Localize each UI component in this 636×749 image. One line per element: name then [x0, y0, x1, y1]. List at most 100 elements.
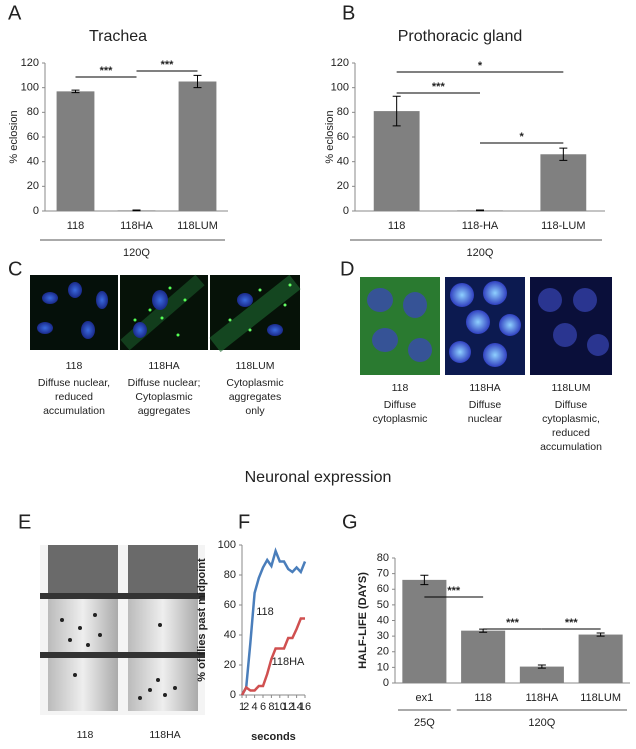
- panel-letter: G: [342, 511, 358, 533]
- caption-line: cytoplasmic: [373, 413, 428, 425]
- caption-line: Diffuse nuclear;: [128, 377, 201, 389]
- bar: [56, 91, 95, 211]
- panel-letter: B: [342, 2, 355, 24]
- significance-label: ***: [432, 81, 446, 93]
- caption-line: Cytoplasmic: [135, 391, 192, 403]
- significance-label: ***: [506, 617, 520, 629]
- x-tick-label: 118HA: [525, 692, 558, 704]
- y-tick-label: 120: [21, 57, 39, 69]
- x-tick-label: 118LUM: [177, 220, 218, 232]
- series-label: 118HA: [272, 656, 305, 668]
- error-bar: [596, 632, 605, 637]
- panel-letter: E: [18, 511, 31, 533]
- x-tick-label: 118: [388, 220, 406, 232]
- x-tick-label: 10: [274, 701, 286, 713]
- panel-letter: A: [8, 2, 22, 24]
- bar: [178, 81, 217, 211]
- y-tick-label: 40: [337, 156, 349, 168]
- chart-title: Trachea: [89, 28, 147, 45]
- y-tick-label: 100: [331, 82, 349, 94]
- significance-label: *: [520, 131, 525, 143]
- caption-name: 118HA: [469, 382, 500, 394]
- caption-line: Diffuse: [555, 399, 588, 411]
- caption-line: accumulation: [43, 405, 105, 417]
- bar: [519, 666, 564, 683]
- bar: [540, 154, 587, 211]
- y-tick-label: 10: [377, 661, 389, 673]
- y-tick-label: 100: [21, 82, 39, 94]
- y-tick-label: 20: [377, 646, 389, 658]
- micrographs-d: [360, 277, 612, 375]
- x-tick-label: 14: [290, 701, 302, 713]
- x-tick-label: 118: [474, 692, 492, 704]
- y-tick-label: 60: [377, 583, 389, 595]
- error-bar: [537, 664, 546, 669]
- x-tick-label: 2: [243, 701, 249, 713]
- bar: [402, 579, 447, 683]
- error-bar: [559, 147, 568, 161]
- y-tick-label: 60: [337, 131, 349, 143]
- x-tick-label: 118-LUM: [541, 220, 585, 232]
- bar: [578, 634, 623, 683]
- error-bar: [193, 74, 202, 89]
- x-tick-label: 118HA: [120, 220, 153, 232]
- caption-name: 118LUM: [236, 360, 275, 372]
- caption-line: Diffuse: [469, 399, 502, 411]
- x-tick-label: 6: [260, 701, 266, 713]
- series-label: 118: [256, 606, 274, 618]
- chart-title: Prothoracic gland: [398, 28, 523, 45]
- bar: [373, 111, 420, 211]
- group-label: 120Q: [528, 717, 555, 729]
- y-axis-label: % eclosion: [8, 110, 20, 163]
- line-series: [240, 617, 305, 696]
- panel-letter: F: [238, 511, 250, 533]
- caption-line: Diffuse: [384, 399, 417, 411]
- significance-label: ***: [447, 585, 461, 597]
- y-tick-label: 20: [337, 180, 349, 192]
- y-tick-label: 0: [343, 205, 349, 217]
- line-series: [240, 547, 307, 696]
- x-tick-label: 4: [252, 701, 258, 713]
- vial-label: 118HA: [149, 729, 180, 741]
- y-axis-label: HALF-LIFE (DAYS): [357, 572, 369, 669]
- y-tick-label: 80: [337, 106, 349, 118]
- caption-line: cytoplasmic,: [542, 413, 600, 425]
- caption-line: Diffuse nuclear,: [38, 377, 110, 389]
- x-tick-label: 118-HA: [462, 220, 499, 232]
- y-tick-label: 20: [224, 659, 236, 671]
- group-label: 120Q: [467, 247, 494, 259]
- x-tick-label: 12: [282, 701, 294, 713]
- y-tick-label: 0: [33, 205, 39, 217]
- section-title: Neuronal expression: [245, 469, 392, 486]
- y-tick-label: 80: [27, 106, 39, 118]
- y-tick-label: 60: [27, 131, 39, 143]
- caption-line: Cytoplasmic: [226, 377, 283, 389]
- vial-photo: [40, 545, 205, 715]
- caption-line: reduced: [552, 427, 590, 439]
- caption-name: 118LUM: [552, 382, 591, 394]
- y-axis-label: % eclosion: [324, 110, 336, 163]
- error-bar: [392, 95, 401, 127]
- significance-label: ***: [161, 59, 175, 71]
- y-tick-label: 30: [377, 630, 389, 642]
- significance-label: ***: [565, 617, 579, 629]
- y-tick-label: 40: [27, 156, 39, 168]
- x-tick-label: ex1: [416, 692, 434, 704]
- group-label: 120Q: [123, 247, 150, 259]
- micrographs-c: [30, 274, 301, 353]
- panel-letter: D: [340, 258, 354, 280]
- error-bar: [420, 574, 429, 586]
- caption-line: only: [245, 405, 265, 417]
- y-tick-label: 50: [377, 599, 389, 611]
- y-tick-label: 20: [27, 180, 39, 192]
- x-tick-label: 118: [67, 220, 85, 232]
- caption-line: nuclear: [468, 413, 503, 425]
- y-tick-label: 120: [331, 57, 349, 69]
- y-tick-label: 40: [224, 629, 236, 641]
- caption-line: reduced: [55, 391, 93, 403]
- y-tick-label: 40: [377, 614, 389, 626]
- significance-label: ***: [100, 65, 114, 77]
- vial-label: 118: [77, 729, 94, 741]
- x-axis-label: seconds: [251, 731, 296, 743]
